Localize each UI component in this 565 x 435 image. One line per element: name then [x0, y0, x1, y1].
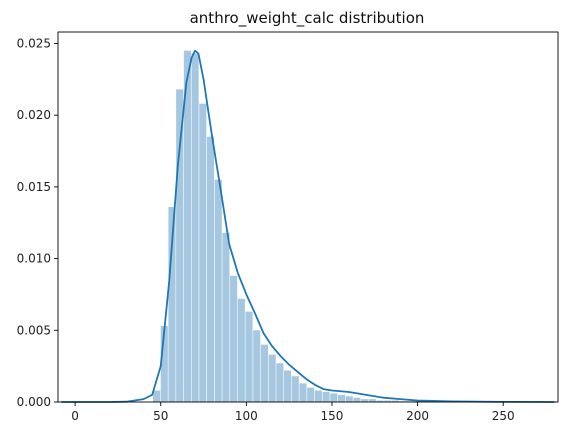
plot-frame	[58, 32, 558, 402]
histogram-bar	[215, 180, 222, 402]
histogram-bar	[238, 299, 245, 402]
y-tick-label: 0.005	[17, 323, 51, 337]
x-tick-label: 50	[153, 409, 168, 423]
y-tick-label: 0.025	[17, 36, 51, 50]
histogram-bar	[222, 233, 229, 402]
axes-frame	[58, 32, 558, 402]
chart-title: anthro_weight_calc distribution	[190, 9, 425, 28]
kde-line	[61, 51, 554, 402]
histogram-bar	[338, 395, 345, 402]
histogram-bar	[176, 89, 183, 402]
histogram-bar	[346, 396, 353, 402]
histogram-bar	[315, 391, 322, 402]
y-tick-label: 0.020	[17, 108, 51, 122]
histogram-bar	[207, 137, 214, 402]
x-axis-ticks: 0 50 100 150 200 250	[71, 402, 514, 423]
x-tick-label: 250	[492, 409, 515, 423]
histogram-bar	[307, 388, 314, 402]
x-tick-label: 100	[235, 409, 258, 423]
histogram-bar	[269, 355, 276, 402]
histogram-bar	[246, 312, 253, 402]
histogram-bar	[323, 392, 330, 402]
x-tick-label: 0	[71, 409, 79, 423]
histogram-bar	[192, 54, 199, 402]
y-tick-label: 0.000	[17, 395, 51, 409]
histogram-bar	[330, 393, 337, 402]
histogram-bar	[353, 398, 360, 402]
y-axis-ticks: 0.000 0.005 0.010 0.015 0.020 0.025	[17, 36, 58, 409]
histogram-bar	[230, 276, 237, 402]
x-tick-label: 150	[321, 409, 344, 423]
kde-curve	[61, 51, 554, 402]
histogram-bar	[284, 370, 291, 402]
histogram-bar	[261, 345, 268, 402]
histogram-bar	[292, 376, 299, 402]
histogram-bar	[253, 330, 260, 402]
histogram-bar	[199, 104, 206, 402]
histogram-bar	[276, 363, 283, 402]
y-tick-label: 0.010	[17, 252, 51, 266]
y-tick-label: 0.015	[17, 180, 51, 194]
histogram-bars	[153, 51, 414, 402]
histogram-bar	[153, 391, 160, 402]
x-tick-label: 200	[406, 409, 429, 423]
histogram-bar	[299, 383, 306, 402]
